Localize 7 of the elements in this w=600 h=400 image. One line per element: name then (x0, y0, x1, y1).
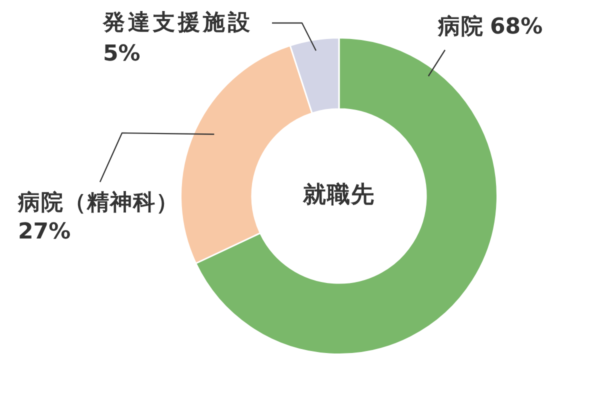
text: 就職先 (302, 182, 375, 208)
slice-label: 病院（精神科） (17, 190, 179, 216)
data-label: 27% (18, 220, 71, 245)
slice-label: 発達支援施設 (102, 10, 253, 36)
data-label: 5% (103, 42, 140, 67)
slice-label: 病院 (437, 14, 484, 40)
data-label: 68% (490, 14, 543, 40)
